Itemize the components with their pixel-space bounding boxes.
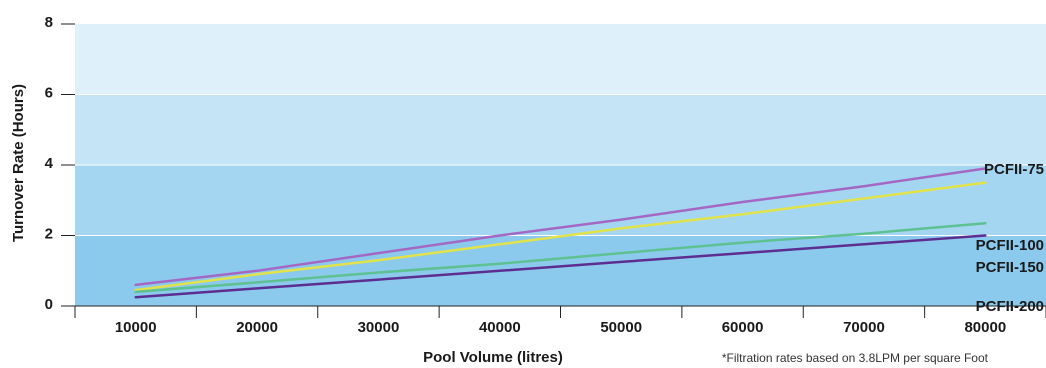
band-0 bbox=[75, 235, 1046, 306]
band-2 bbox=[75, 94, 1046, 165]
y-tick-label-8: 8 bbox=[45, 14, 53, 31]
series-line-pcfii-200 bbox=[134, 234, 987, 299]
series-label-pcfii-75: PCFII-75 bbox=[984, 161, 1044, 178]
series-label-pcfii-100: PCFII-100 bbox=[976, 237, 1044, 254]
x-tick-label-10000: 10000 bbox=[115, 319, 157, 336]
x-axis-title: Pool Volume (litres) bbox=[423, 349, 563, 366]
background-bands bbox=[75, 24, 1046, 306]
footnote: *Filtration rates based on 3.8LPM per sq… bbox=[722, 351, 989, 365]
x-tick-label-20000: 20000 bbox=[236, 319, 278, 336]
x-tick-label-30000: 30000 bbox=[358, 319, 400, 336]
series-label-pcfii-200: PCFII-200 bbox=[976, 298, 1044, 315]
series-lines bbox=[134, 167, 987, 299]
y-tick-label-4: 4 bbox=[45, 155, 54, 172]
y-axis-ticks: 0 2 4 6 8 bbox=[45, 14, 75, 313]
y-tick-label-0: 0 bbox=[45, 296, 53, 313]
y-axis-title: Turnover Rate (Hours) bbox=[10, 84, 27, 242]
x-tick-label-60000: 60000 bbox=[722, 319, 764, 336]
y-tick-label-6: 6 bbox=[45, 85, 53, 102]
x-tick-label-50000: 50000 bbox=[600, 319, 642, 336]
x-tick-label-40000: 40000 bbox=[479, 319, 521, 336]
x-tick-label-70000: 70000 bbox=[843, 319, 885, 336]
series-line-pcfii-75 bbox=[134, 167, 987, 287]
x-axis-ticks: 10000 20000 30000 40000 50000 60000 70000 80000 bbox=[74, 306, 1046, 336]
band-1 bbox=[75, 165, 1046, 236]
x-tick-label-80000: 80000 bbox=[964, 319, 1006, 336]
series-line-pcfii-150 bbox=[134, 221, 987, 294]
y-tick-label-2: 2 bbox=[45, 226, 53, 243]
series-line-pcfii-100 bbox=[134, 181, 987, 292]
series-labels: PCFII-75 PCFII-100 PCFII-150 PCFII-200 bbox=[976, 161, 1044, 315]
series-label-pcfii-150: PCFII-150 bbox=[976, 259, 1044, 276]
band-3 bbox=[75, 24, 1046, 95]
